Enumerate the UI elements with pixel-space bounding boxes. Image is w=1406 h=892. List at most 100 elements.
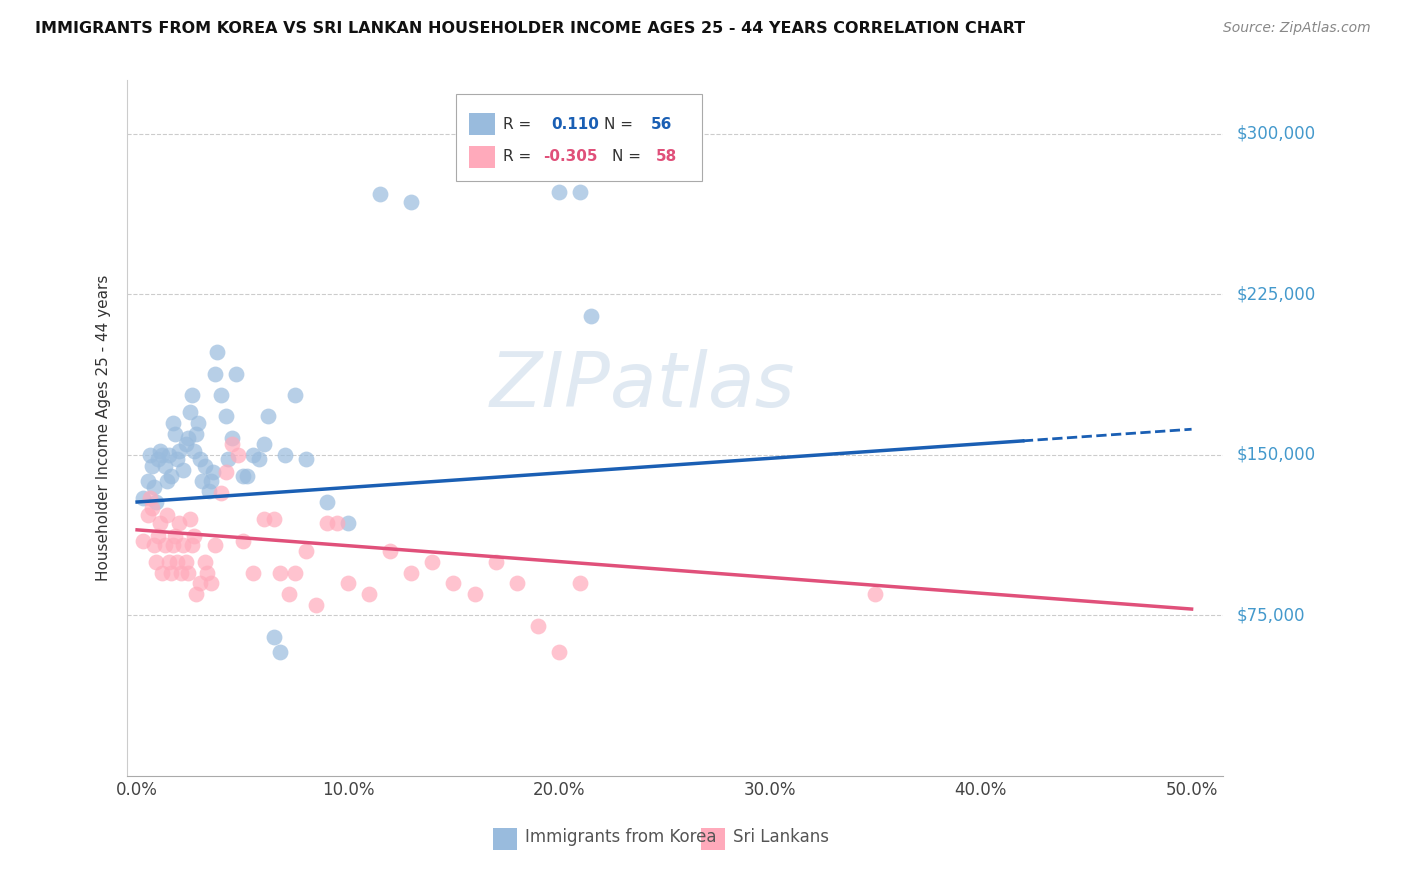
Point xyxy=(186,587,208,601)
Point xyxy=(132,533,155,548)
Point xyxy=(295,544,318,558)
Text: N =: N = xyxy=(613,149,647,164)
Point xyxy=(205,345,228,359)
Point xyxy=(269,566,292,580)
Point xyxy=(228,448,250,462)
Point xyxy=(359,587,381,601)
Point xyxy=(247,452,270,467)
Point xyxy=(155,508,177,522)
Point xyxy=(295,452,318,467)
Text: ZIPatlas: ZIPatlas xyxy=(489,350,794,424)
Point xyxy=(150,448,174,462)
Point xyxy=(202,465,225,479)
FancyBboxPatch shape xyxy=(468,113,495,136)
Point xyxy=(506,576,529,591)
Point xyxy=(177,566,200,580)
Point xyxy=(263,630,285,644)
Point xyxy=(865,587,887,601)
Point xyxy=(204,367,226,381)
Text: -0.305: -0.305 xyxy=(543,149,598,164)
Point xyxy=(221,437,243,451)
Point xyxy=(527,619,550,633)
Point xyxy=(174,555,197,569)
Point xyxy=(401,566,423,580)
FancyBboxPatch shape xyxy=(468,145,495,168)
Point xyxy=(143,480,166,494)
Point xyxy=(284,566,307,580)
Point xyxy=(174,437,197,451)
Point xyxy=(179,512,201,526)
Point xyxy=(242,448,264,462)
Point xyxy=(197,484,219,499)
Point xyxy=(200,576,222,591)
Point xyxy=(257,409,280,424)
Point xyxy=(274,448,297,462)
Point xyxy=(150,566,174,580)
Text: $150,000: $150,000 xyxy=(1237,446,1316,464)
Point xyxy=(159,566,183,580)
Point xyxy=(149,443,172,458)
Point xyxy=(579,309,602,323)
Point xyxy=(569,185,592,199)
Point xyxy=(337,576,360,591)
Text: N =: N = xyxy=(603,117,637,132)
Point xyxy=(337,516,360,531)
Point xyxy=(166,555,188,569)
Point xyxy=(177,431,200,445)
Point xyxy=(380,544,402,558)
Text: IMMIGRANTS FROM KOREA VS SRI LANKAN HOUSEHOLDER INCOME AGES 25 - 44 YEARS CORREL: IMMIGRANTS FROM KOREA VS SRI LANKAN HOUS… xyxy=(35,21,1025,36)
Point xyxy=(132,491,155,505)
Point xyxy=(200,474,222,488)
Point xyxy=(225,367,247,381)
Point xyxy=(485,555,508,569)
Text: $75,000: $75,000 xyxy=(1237,607,1306,624)
Point xyxy=(191,474,214,488)
Y-axis label: Householder Income Ages 25 - 44 years: Householder Income Ages 25 - 44 years xyxy=(96,275,111,582)
Text: R =: R = xyxy=(503,149,536,164)
Point xyxy=(157,448,180,462)
Point xyxy=(183,529,205,543)
Point xyxy=(169,443,191,458)
Point xyxy=(136,474,159,488)
Point xyxy=(166,452,188,467)
FancyBboxPatch shape xyxy=(456,95,703,181)
Point xyxy=(195,566,218,580)
Point xyxy=(242,566,264,580)
Point xyxy=(179,405,201,419)
Point xyxy=(315,516,337,531)
Point xyxy=(163,426,186,441)
Point xyxy=(284,388,307,402)
Point xyxy=(162,538,184,552)
Point xyxy=(153,458,176,473)
Point xyxy=(422,555,444,569)
Point xyxy=(193,458,217,473)
Point xyxy=(141,501,163,516)
Point xyxy=(569,576,592,591)
Point xyxy=(221,431,243,445)
Point xyxy=(155,474,177,488)
Text: 58: 58 xyxy=(657,149,678,164)
FancyBboxPatch shape xyxy=(494,828,517,850)
Point xyxy=(464,587,486,601)
Point xyxy=(162,416,184,430)
Point xyxy=(231,469,254,483)
Text: $300,000: $300,000 xyxy=(1237,125,1316,143)
Point xyxy=(231,533,254,548)
Point xyxy=(188,576,211,591)
Point xyxy=(326,516,349,531)
Point xyxy=(253,512,276,526)
Point xyxy=(548,185,571,199)
Point xyxy=(214,465,236,479)
Point xyxy=(235,469,259,483)
Point xyxy=(143,538,166,552)
Text: Sri Lankans: Sri Lankans xyxy=(733,829,830,847)
Point xyxy=(146,452,169,467)
Point xyxy=(169,516,191,531)
Point xyxy=(441,576,464,591)
Point xyxy=(186,426,208,441)
Point xyxy=(188,452,211,467)
Point xyxy=(269,645,292,659)
Point xyxy=(315,495,337,509)
Point xyxy=(253,437,276,451)
Point xyxy=(146,529,169,543)
